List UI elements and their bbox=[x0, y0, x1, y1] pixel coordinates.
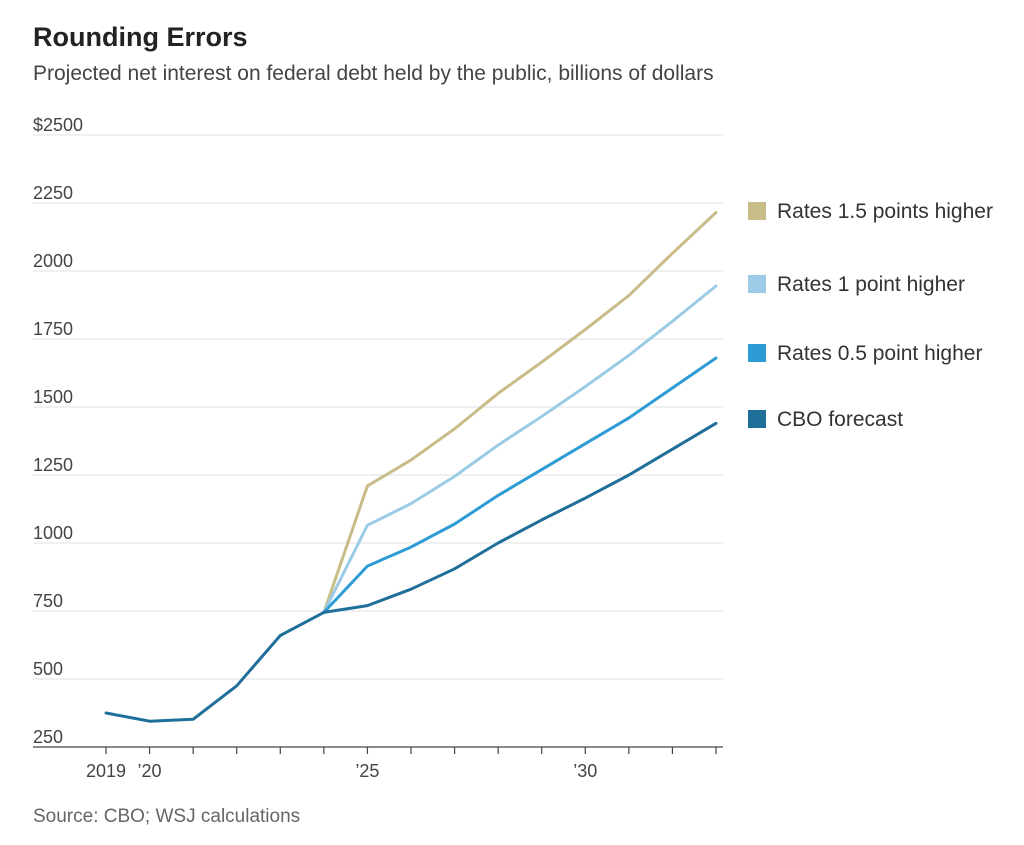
grid-layer bbox=[33, 134, 723, 680]
y-tick-label: 2250 bbox=[33, 183, 73, 203]
legend-label: CBO forecast bbox=[777, 408, 903, 431]
y-tick-label: 250 bbox=[33, 727, 63, 747]
y-tick-label: 2000 bbox=[33, 251, 73, 271]
legend-swatch bbox=[748, 410, 766, 428]
y-tick-label: 1250 bbox=[33, 455, 73, 475]
chart-title: Rounding Errors bbox=[33, 22, 248, 52]
legend-swatch bbox=[748, 344, 766, 362]
legend-label: Rates 0.5 point higher bbox=[777, 342, 982, 365]
y-tick-label: 1000 bbox=[33, 523, 73, 543]
series-layer bbox=[104, 211, 718, 723]
legend-label: Rates 1.5 points higher bbox=[777, 200, 993, 223]
source-note: Source: CBO; WSJ calculations bbox=[33, 806, 301, 827]
x-tick-label: ’30 bbox=[573, 761, 597, 781]
legend-layer: Rates 1.5 points higher Rates 1 point hig… bbox=[748, 200, 993, 431]
x-tick-label: ’20 bbox=[138, 761, 162, 781]
chart-subtitle: Projected net interest on federal debt h… bbox=[33, 62, 714, 85]
x-tick-label: 2019 bbox=[86, 761, 126, 781]
y-tick-label: $2500 bbox=[33, 115, 83, 135]
y-tick-label: 1750 bbox=[33, 319, 73, 339]
y-tick-label: 1500 bbox=[33, 387, 73, 407]
y-tick-label: 750 bbox=[33, 591, 63, 611]
legend-label: Rates 1 point higher bbox=[777, 273, 965, 296]
y-tick-label: 500 bbox=[33, 659, 63, 679]
series-line bbox=[322, 284, 718, 614]
legend-swatch bbox=[748, 275, 766, 293]
series-line bbox=[104, 421, 718, 723]
axis-layer: 250 500 750 1000 1250 1500 1750 2000 2250 $2500 20… bbox=[33, 115, 723, 781]
series-line bbox=[322, 356, 718, 614]
series-line bbox=[322, 211, 718, 614]
legend-swatch bbox=[748, 202, 766, 220]
x-tick-label: ’25 bbox=[355, 761, 379, 781]
